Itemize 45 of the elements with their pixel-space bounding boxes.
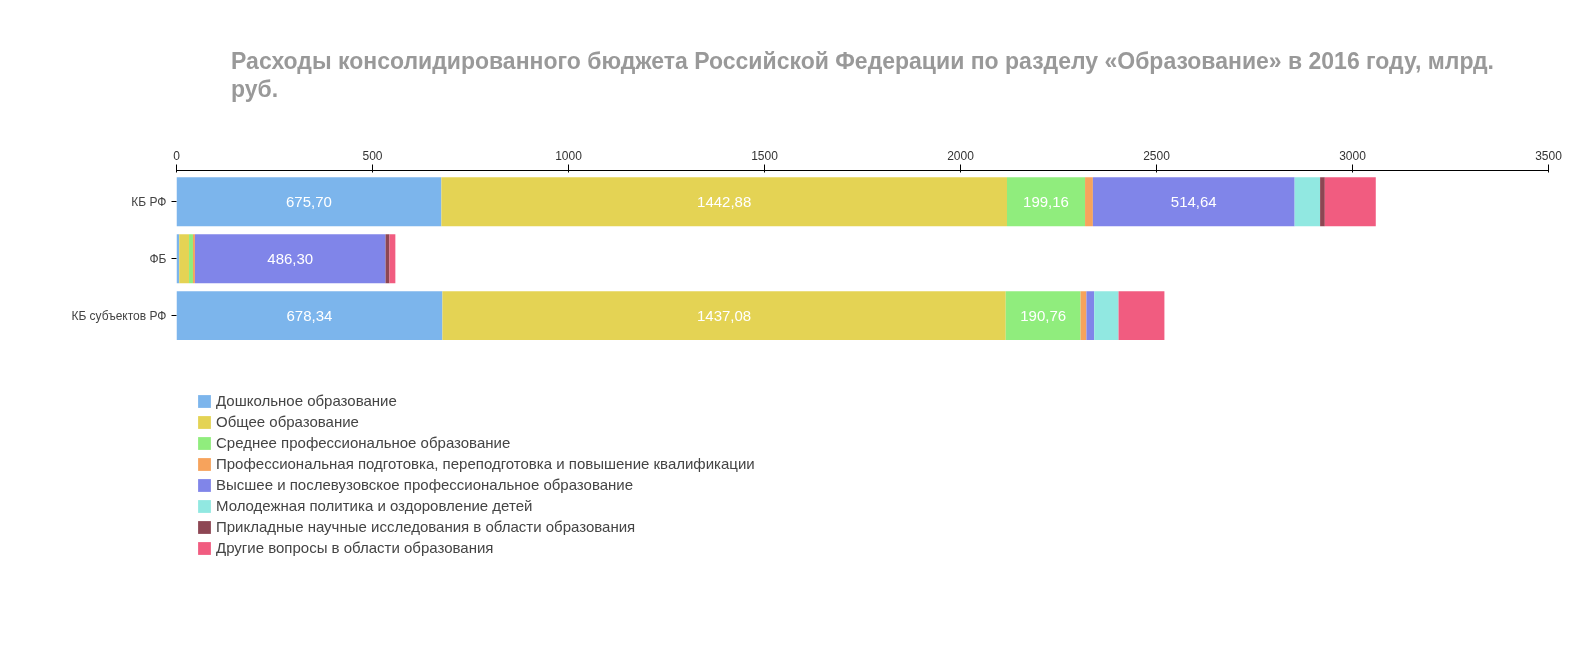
bar	[1118, 291, 1165, 341]
legend-label: Общее образование	[216, 413, 359, 430]
legend-label: Высшее и послевузовское профессиональное образование	[216, 476, 634, 493]
data-label: 486,30	[267, 249, 314, 267]
x-tick-label: 1000	[555, 148, 583, 163]
bar	[1294, 177, 1321, 227]
legend-label: Среднее профессиональное образование	[216, 434, 511, 451]
chart-title: Расходы консолидированного бюджета Российской Федерации по разделу «Образование» в 2016 году, млрд. руб.	[231, 47, 1494, 103]
bar	[1086, 291, 1095, 341]
bar	[441, 177, 1007, 227]
bar	[1320, 177, 1325, 227]
bar	[1324, 177, 1376, 227]
bar	[1094, 291, 1119, 341]
bar	[176, 291, 443, 341]
data-label: 199,16	[1023, 192, 1069, 210]
legend-label: Прикладные научные исследования в области образования	[216, 518, 636, 535]
x-tick-label: 500	[362, 148, 383, 163]
x-tick-label: 2000	[947, 148, 975, 163]
x-tick-label: 3500	[1535, 148, 1563, 163]
bar	[1005, 291, 1081, 341]
bar	[1092, 177, 1295, 227]
bar	[179, 234, 190, 284]
legend-label: Молодежная политика и оздоровление детей	[216, 497, 533, 514]
x-tick-label: 0	[173, 148, 181, 163]
data-label: 190,76	[1020, 306, 1067, 324]
bar	[176, 177, 442, 227]
bar	[1085, 177, 1093, 227]
y-tick-label: КБ РФ	[131, 194, 167, 209]
data-label: 514,64	[1170, 192, 1217, 210]
data-label: 1437,08	[696, 306, 752, 324]
data-label: 1442,88	[697, 192, 752, 210]
x-tick-label: 2500	[1143, 148, 1171, 163]
bar	[194, 234, 386, 284]
bar	[389, 234, 396, 284]
y-tick-label: КБ субъектов РФ	[71, 308, 167, 323]
data-label: 678,34	[286, 306, 333, 324]
legend-label: Профессиональная подготовка, переподготовка и повышение квалификации	[216, 455, 755, 472]
x-tick-label: 1500	[751, 148, 779, 163]
bar	[1006, 177, 1086, 227]
legend-label: Дошкольное образование	[216, 392, 397, 409]
data-label: 675,70	[286, 192, 332, 210]
x-tick-label: 3000	[1339, 148, 1367, 163]
legend-label: Другие вопросы в области образования	[216, 539, 494, 556]
bar	[442, 291, 1006, 341]
y-tick-label: ФБ	[149, 251, 167, 266]
